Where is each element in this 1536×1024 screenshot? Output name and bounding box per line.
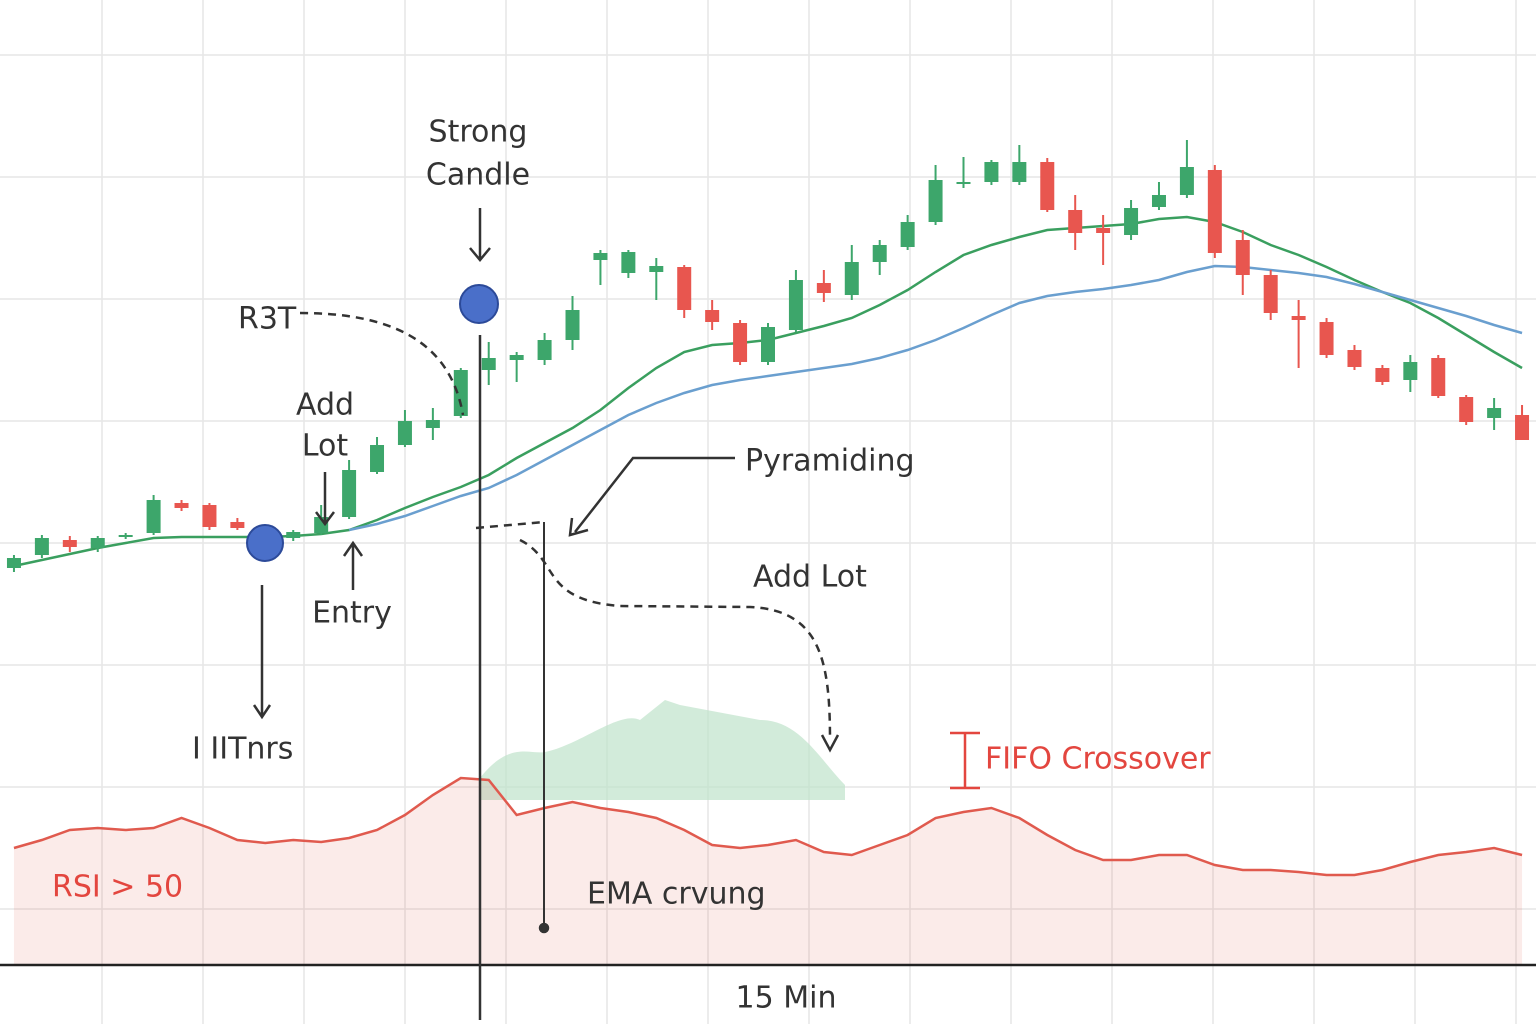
signal-marker [459,284,499,324]
arrow [315,472,335,527]
candle-body [1012,162,1027,182]
dot [538,922,550,934]
marks [6,140,1530,965]
candle-body [1347,350,1362,367]
candle-body [90,538,105,548]
candle-body [816,283,831,293]
decorations [0,208,1536,1020]
candle-body [509,355,524,360]
candle-body [286,532,301,538]
candle-body [1319,322,1334,355]
ema-area [480,700,845,800]
candle-body [230,522,245,528]
annotation: Lot [302,429,349,464]
candle-body [761,327,775,362]
series-line [13,215,1523,568]
series-line [13,776,1523,877]
annotation: Add Lot [753,560,867,595]
annotation: Pyramiding [745,444,915,479]
candle-body [984,162,999,182]
candle-body [174,503,189,508]
candle-body [1459,397,1474,422]
candle-body [146,500,161,533]
rsi-area [13,778,1523,965]
candle-body [705,310,720,322]
arrow [469,208,491,262]
candle-body [565,310,580,340]
arrow [342,540,364,590]
candle-body [733,323,748,362]
candle-body [1096,228,1111,233]
series-line [348,264,1523,532]
annotation: I IITnrs [192,732,293,767]
candle-body [34,538,49,555]
candle-body [62,540,77,547]
x-axis-label: 15 Min [736,981,837,1016]
candle-body [1151,195,1166,207]
candle-body [370,445,385,472]
candle-body [928,180,943,222]
candle-body [1124,208,1139,235]
candle-body [649,266,664,272]
annotation: FIFO Crossover [985,742,1211,777]
arrow [568,456,735,537]
candle-body [481,358,496,370]
candle-body [1291,316,1306,320]
candle-body [621,252,636,273]
annotation: Candle [426,158,530,193]
candle-body [202,505,217,527]
candle-body [1068,210,1083,233]
annotation: Add [296,388,354,423]
candle-body [844,262,859,295]
candle-body [1040,162,1055,210]
candle-body [1179,167,1194,195]
candle-body [788,280,803,330]
candle-body [1487,408,1502,418]
entry-marker [246,524,284,562]
candle-body [1515,415,1530,440]
candle-body [537,340,552,360]
candle-body [593,253,608,260]
candle-body [425,420,440,428]
candle-body [6,558,21,568]
dashed-arrow [519,538,832,741]
annotation: Entry [312,596,392,631]
candle-body [1207,170,1222,253]
arrow [252,585,272,720]
candle-body [1263,275,1278,313]
fifo-marker [950,731,980,790]
candle-body [1403,362,1418,380]
candle-body [397,421,412,445]
candle-body [453,370,468,416]
candle-body [872,245,887,262]
annotation: R3T [238,302,297,337]
candle-body [1375,368,1390,382]
arrowhead [820,734,840,753]
dashed [475,520,545,530]
candle-body [118,535,133,537]
candle-body [900,222,915,247]
annotation: EMA crvung [587,877,766,912]
candle-body [677,267,692,310]
candle-body [1431,358,1446,396]
candle-body [342,470,357,517]
candle-body [956,182,971,184]
annotation: Strong [429,115,528,150]
candle-body [1235,240,1250,275]
annotation: RSI > 50 [52,870,183,905]
dashed-arrow [299,311,465,416]
